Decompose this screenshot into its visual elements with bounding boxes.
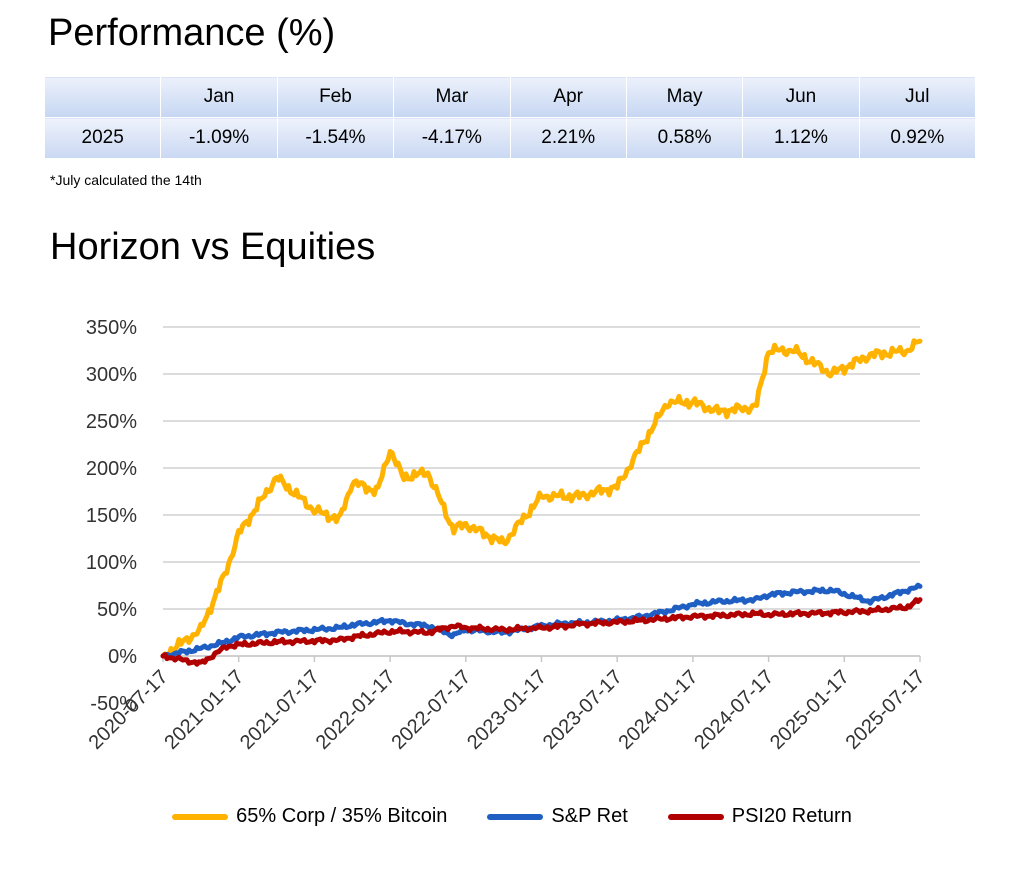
x-tick-label: 2024-01-17: [615, 666, 703, 754]
y-tick-label: 0%: [108, 646, 137, 668]
table-header-cell: May: [625, 76, 744, 118]
table-cell: -1.09%: [160, 117, 278, 159]
table-header-cell: Jan: [160, 76, 278, 118]
x-tick-label: 2025-07-17: [842, 666, 930, 754]
legend-swatch-icon: [487, 813, 544, 820]
legend-item: S&P Ret: [487, 805, 628, 828]
table-header-cell: Apr: [509, 76, 627, 118]
performance-table: Jan Feb Mar Apr May Jun Jul 2025 -1.09% …: [43, 76, 977, 159]
legend-label: PSI20 Return: [731, 805, 852, 827]
y-tick-label: 250%: [86, 411, 137, 433]
x-tick-label: 2021-01-17: [160, 666, 248, 754]
x-tick-label: 2023-01-17: [463, 666, 551, 754]
series-line: [160, 582, 923, 660]
table-cell: 0.58%: [625, 117, 744, 159]
table-header-cell: Mar: [393, 76, 511, 118]
chart-legend: 65% Corp / 35% Bitcoin S&P Ret PSI20 Ret…: [0, 805, 1024, 828]
legend-label: 65% Corp / 35% Bitcoin: [236, 805, 448, 827]
legend-swatch-icon: [172, 813, 229, 820]
chart-title: Horizon vs Equities: [50, 226, 376, 268]
y-tick-label: 100%: [86, 552, 137, 574]
table-cell: 1.12%: [742, 117, 860, 159]
table-header-cell: Jul: [858, 76, 977, 118]
y-tick-label: 200%: [86, 458, 137, 480]
page-title: Performance (%): [48, 12, 336, 54]
table-header-row: Jan Feb Mar Apr May Jun Jul: [43, 76, 977, 118]
table-cell: 2025: [43, 117, 162, 159]
legend-item: 65% Corp / 35% Bitcoin: [172, 805, 447, 828]
y-tick-label: 150%: [86, 505, 137, 527]
x-tick-label: 2025-01-17: [766, 666, 854, 754]
x-tick-label: 2022-01-17: [312, 666, 400, 754]
table-header-cell: [43, 76, 162, 118]
y-tick-label: 300%: [86, 364, 137, 386]
y-tick-label: -50%: [90, 693, 137, 715]
x-tick-label: 2024-07-17: [690, 666, 778, 754]
series-line: [160, 597, 923, 667]
table-header-cell: Feb: [276, 76, 395, 118]
line-chart: 350%300%250%200%150%100%50%0%-50%2020-07…: [85, 317, 930, 754]
y-tick-label: 350%: [86, 317, 137, 339]
table-cell: 2.21%: [509, 117, 627, 159]
table-cell: -1.54%: [276, 117, 395, 159]
table-cell: -4.17%: [393, 117, 511, 159]
x-tick-label: 2023-07-17: [539, 666, 627, 754]
table-cell: 0.92%: [858, 117, 977, 159]
legend-item: PSI20 Return: [667, 805, 852, 828]
legend-label: S&P Ret: [551, 805, 628, 827]
x-tick-label: 2022-07-17: [387, 666, 475, 754]
legend-swatch-icon: [667, 813, 724, 820]
table-header-cell: Jun: [742, 76, 860, 118]
series-line: [160, 338, 923, 659]
footnote: *July calculated the 14th: [50, 172, 202, 188]
table-row: 2025 -1.09% -1.54% -4.17% 2.21% 0.58% 1.…: [43, 117, 977, 159]
y-tick-label: 50%: [97, 599, 137, 621]
x-tick-label: 2021-07-17: [236, 666, 324, 754]
